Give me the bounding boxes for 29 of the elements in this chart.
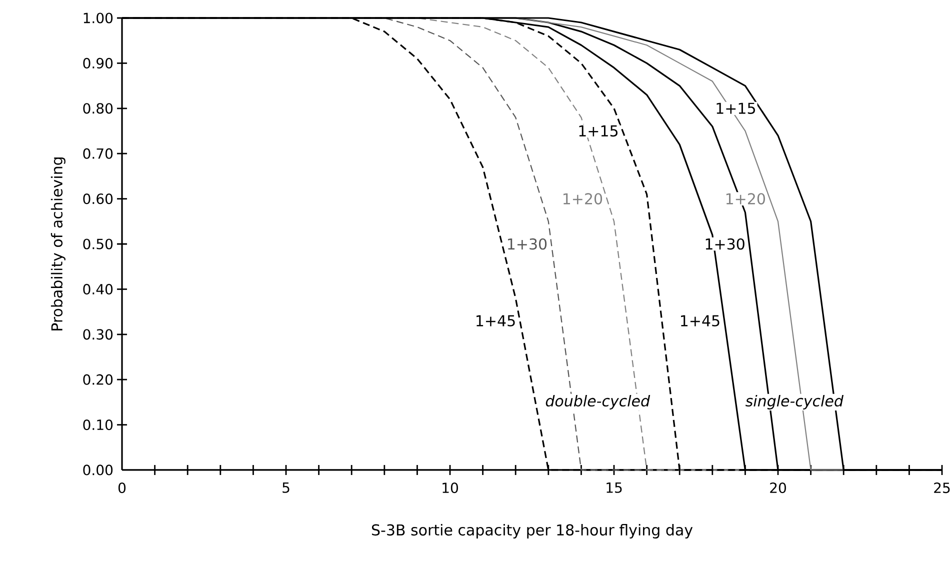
- y-tick-label: 0.80: [83, 103, 113, 114]
- y-tick-label: 0.40: [83, 284, 113, 294]
- series-label: 1+20: [563, 193, 602, 204]
- series-label: 1+45: [681, 315, 720, 326]
- annotation: single-cycled: [746, 394, 844, 410]
- x-axis-title: S-3B sortie capacity per 18-hour flying day: [372, 524, 693, 538]
- x-tick-label: 10: [442, 482, 458, 494]
- series-label: 1+30: [706, 238, 744, 250]
- y-axis-title: Probability of achieving: [50, 157, 66, 330]
- y-tick-label: 0.90: [83, 58, 113, 68]
- series-label: 1+15: [716, 102, 755, 114]
- annotation: double-cycled: [546, 394, 650, 410]
- series-label: 1+15: [579, 125, 618, 137]
- x-tick-label: 0: [118, 482, 126, 494]
- y-tick-label: 0.50: [83, 238, 113, 250]
- y-tick-label: 0.20: [83, 374, 113, 385]
- x-tick-label: 25: [934, 482, 950, 494]
- series-label: 1+30: [508, 238, 547, 250]
- x-tick-label: 15: [606, 482, 622, 493]
- series-label: 1+45: [476, 315, 515, 326]
- y-tick-label: 0.30: [83, 329, 113, 340]
- y-tick-label: 1.00: [84, 12, 113, 24]
- y-tick-label: 0.70: [83, 148, 113, 159]
- x-tick-label: 20: [770, 482, 786, 494]
- series-label: 1+20: [726, 193, 765, 204]
- y-tick-label: 0.10: [83, 419, 113, 430]
- y-tick-label: 0.00: [83, 464, 113, 476]
- x-tick-label: 5: [282, 482, 290, 493]
- y-tick-label: 0.60: [83, 193, 113, 204]
